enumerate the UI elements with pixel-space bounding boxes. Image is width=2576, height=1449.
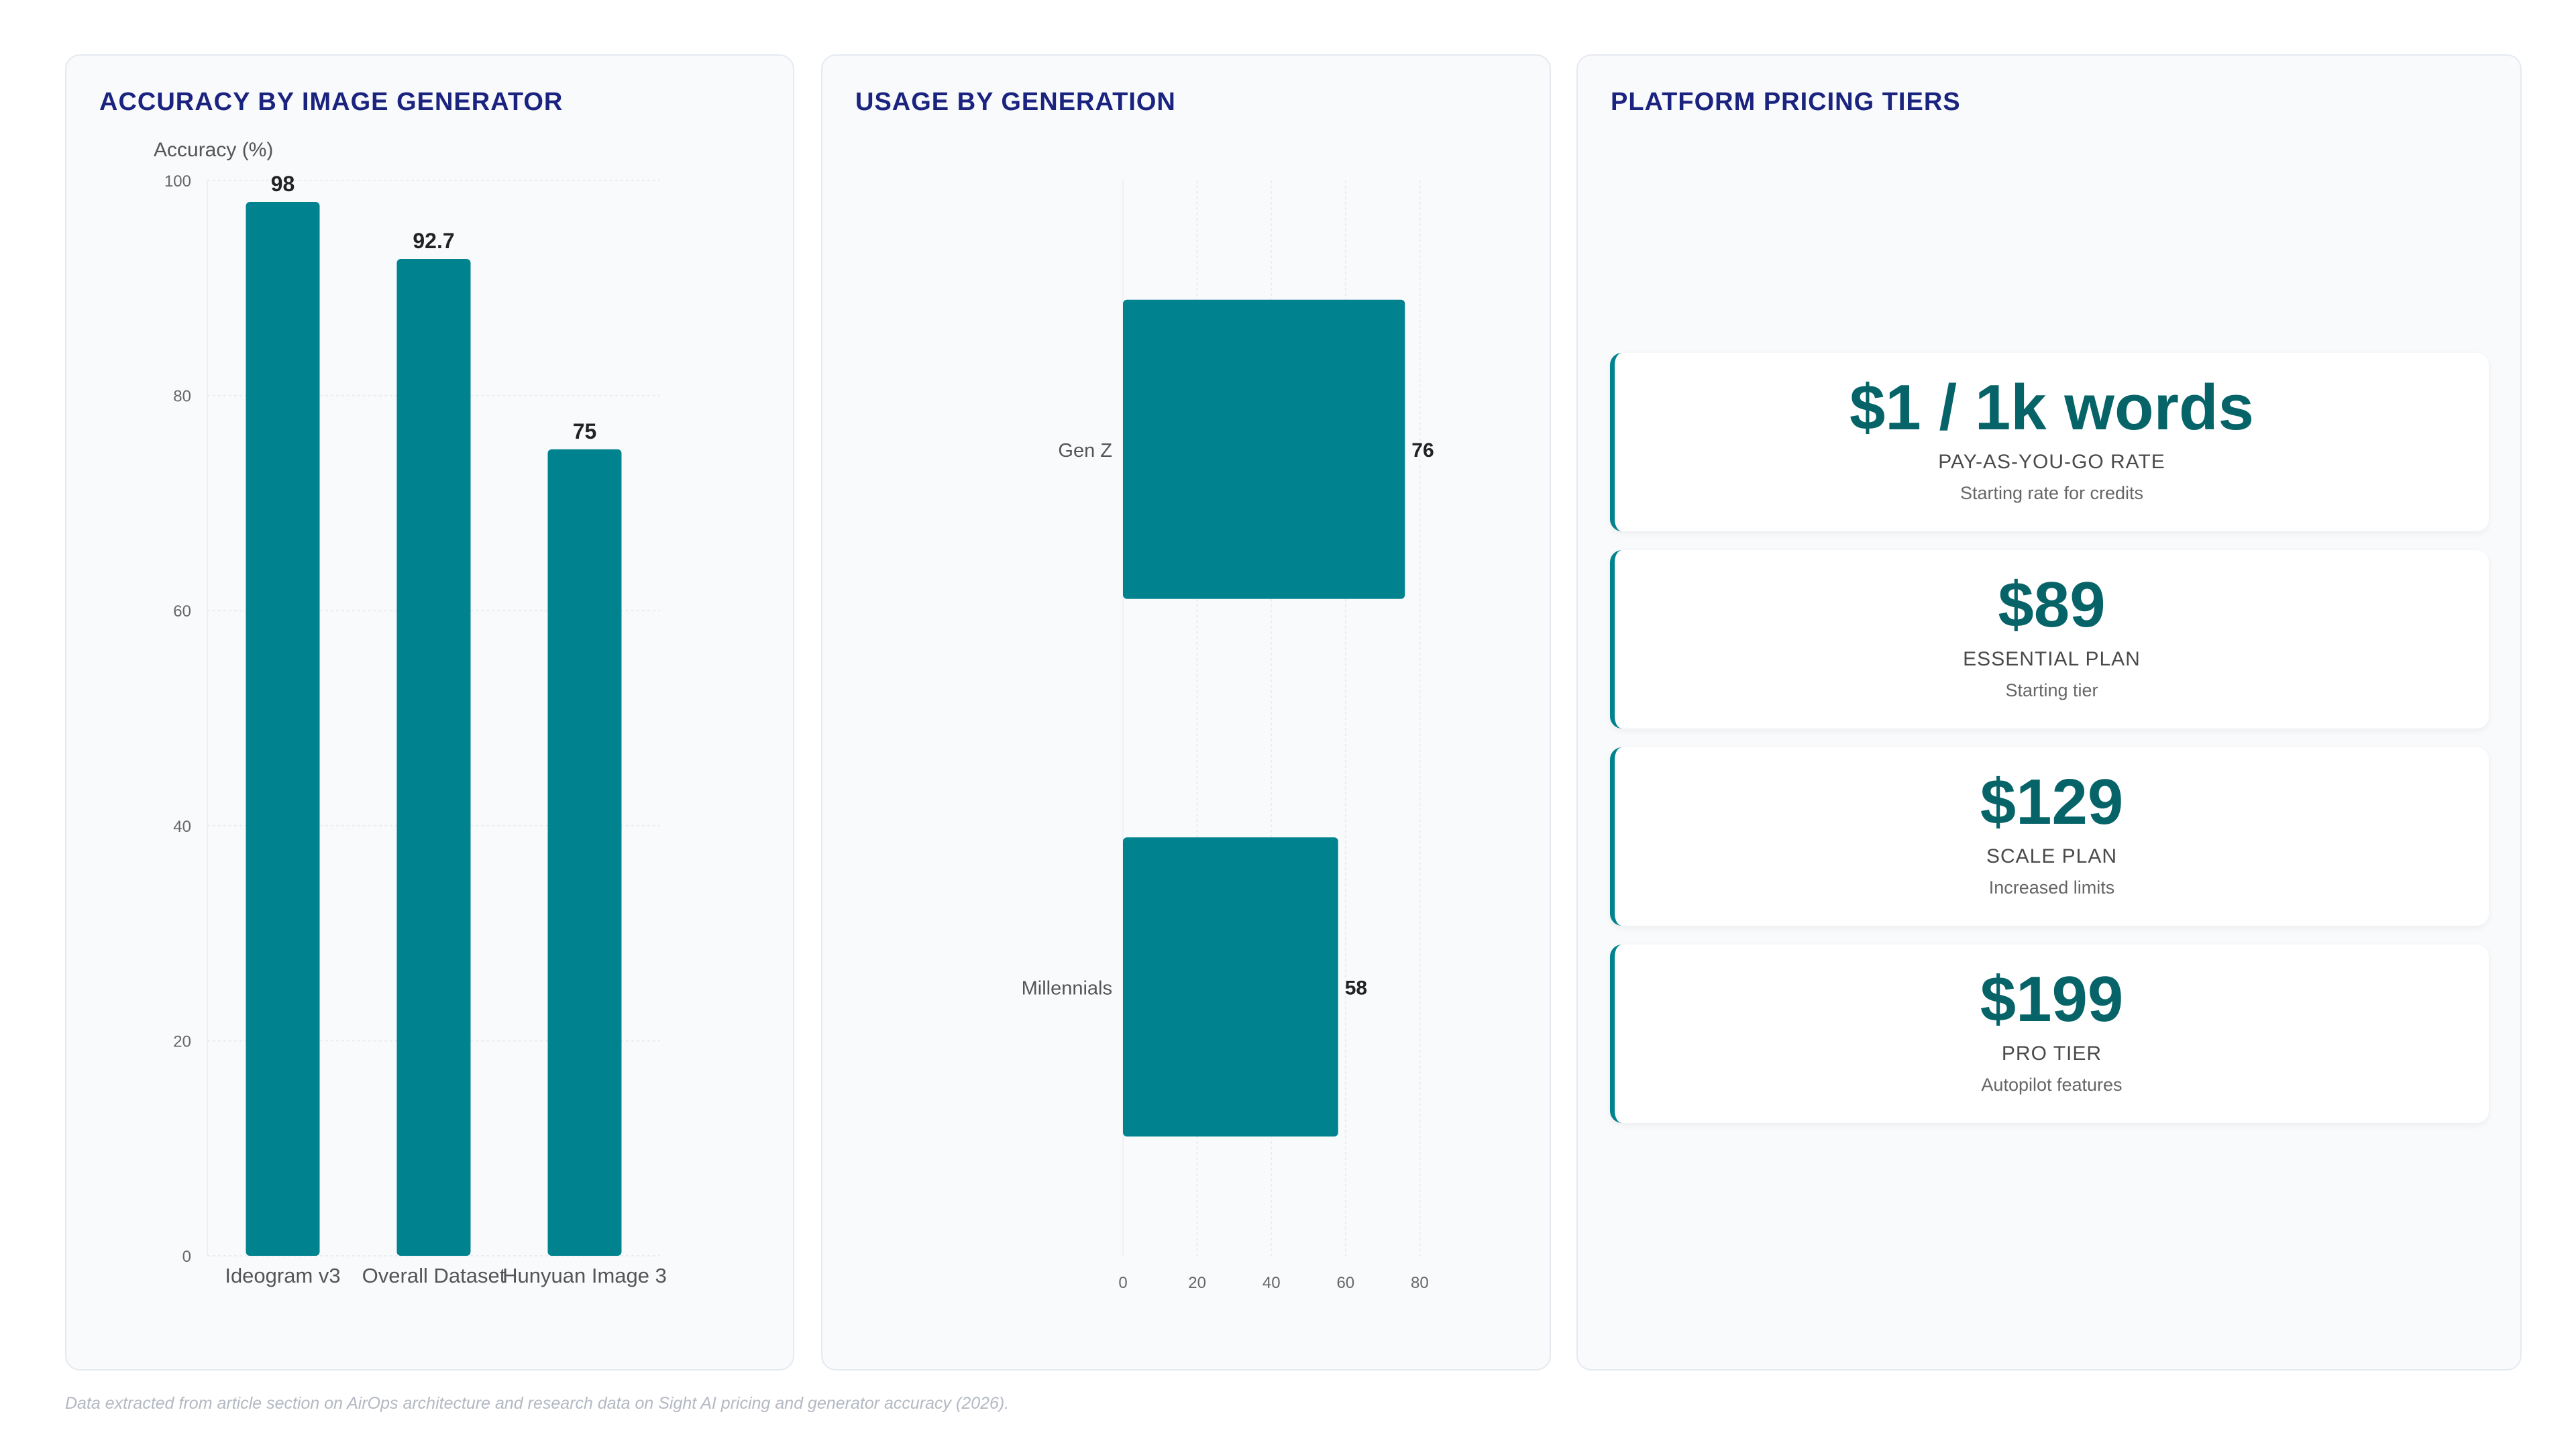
bar (547, 449, 622, 1256)
bar (1123, 837, 1338, 1137)
usage-chart-title: USAGE BY GENERATION (855, 88, 1176, 116)
pricing-card-value: $1 / 1k words (1849, 372, 2254, 443)
source-footnote: Data extracted from article section on A… (65, 1394, 1010, 1413)
data-label: 98 (271, 172, 295, 196)
pricing-card-label: PAY-AS-YOU-GO RATE (1938, 451, 2165, 473)
pricing-card-list: $1 / 1k words PAY-AS-YOU-GO RATE Startin… (1610, 353, 2489, 1142)
y-tick-label: 0 (182, 1248, 191, 1266)
x-tick-label: 20 (1188, 1274, 1206, 1292)
usage-bar-chart: 0 20 40 60 80 76 Gen Z 58 Millennials (1022, 180, 1434, 1292)
data-label: 75 (573, 419, 597, 443)
y-tick-label: 100 (164, 172, 191, 191)
pricing-card-scale: $129 SCALE PLAN Increased limits (1610, 747, 2489, 926)
pricing-card-pay-as-you-go: $1 / 1k words PAY-AS-YOU-GO RATE Startin… (1610, 353, 2489, 531)
pricing-card-description: Starting tier (2005, 680, 2098, 700)
pricing-card-value: $89 (1998, 569, 2106, 641)
x-tick-label: Hunyuan Image 3 (502, 1264, 667, 1287)
y-tick-label: 80 (173, 388, 191, 406)
x-tick-label: 40 (1263, 1274, 1281, 1292)
x-tick-label: 60 (1336, 1274, 1354, 1292)
pricing-card-label: ESSENTIAL PLAN (1963, 648, 2141, 670)
y-axis-label: Accuracy (%) (154, 139, 273, 161)
accuracy-chart-title: ACCURACY BY IMAGE GENERATOR (99, 88, 564, 116)
pricing-card-essential: $89 ESSENTIAL PLAN Starting tier (1610, 550, 2489, 729)
pricing-card-label: SCALE PLAN (1986, 845, 2118, 867)
accuracy-chart-panel: ACCURACY BY IMAGE GENERATOR 0 20 40 60 80 100… (65, 54, 794, 1371)
usage-chart-panel: USAGE BY GENERATION 0 20 40 60 80 76 Gen Z 58 Mi… (821, 54, 1551, 1371)
x-tick-label: 0 (1118, 1274, 1127, 1292)
accuracy-bar-chart: 0 20 40 60 80 100 Accuracy (%) 98 Ideogram v3 92.… (154, 139, 667, 1287)
x-tick-label: Ideogram v3 (225, 1264, 340, 1287)
pricing-panel: PLATFORM PRICING TIERS $1 / 1k words PAY… (1576, 54, 2522, 1371)
x-tick-label: Overall Dataset (362, 1264, 506, 1287)
pricing-card-value: $199 (1980, 963, 2124, 1035)
pricing-card-description: Starting rate for credits (1960, 483, 2144, 503)
y-tick-label: 40 (173, 818, 191, 836)
bar (246, 202, 320, 1256)
pricing-card-description: Autopilot features (1981, 1075, 2123, 1095)
pricing-card-pro: $199 PRO TIER Autopilot features (1610, 945, 2489, 1123)
pricing-card-value: $129 (1980, 766, 2124, 838)
x-tick-label: 80 (1411, 1274, 1429, 1292)
y-tick-label: 60 (173, 602, 191, 621)
y-tick-label: Millennials (1022, 977, 1112, 999)
bar (1123, 299, 1405, 599)
y-tick-label: 20 (173, 1032, 191, 1051)
bar (396, 259, 471, 1256)
y-tick-label: Gen Z (1058, 440, 1112, 462)
pricing-card-description: Increased limits (1988, 877, 2115, 898)
data-label: 92.7 (413, 229, 454, 253)
pricing-title: PLATFORM PRICING TIERS (1611, 88, 1961, 116)
data-label: 76 (1411, 439, 1434, 462)
pricing-card-label: PRO TIER (2001, 1042, 2102, 1065)
data-label: 58 (1345, 977, 1367, 999)
